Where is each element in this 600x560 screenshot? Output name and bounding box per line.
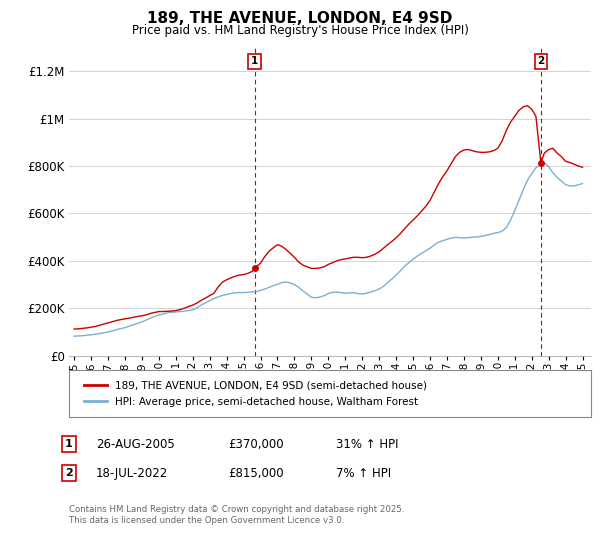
- Text: £815,000: £815,000: [228, 466, 284, 480]
- Text: Contains HM Land Registry data © Crown copyright and database right 2025.
This d: Contains HM Land Registry data © Crown c…: [69, 505, 404, 525]
- Text: 7% ↑ HPI: 7% ↑ HPI: [336, 466, 391, 480]
- Text: 31% ↑ HPI: 31% ↑ HPI: [336, 437, 398, 451]
- Text: 18-JUL-2022: 18-JUL-2022: [96, 466, 168, 480]
- Text: 2: 2: [65, 468, 73, 478]
- Text: 2: 2: [537, 57, 544, 67]
- Text: 189, THE AVENUE, LONDON, E4 9SD: 189, THE AVENUE, LONDON, E4 9SD: [148, 11, 452, 26]
- Legend: 189, THE AVENUE, LONDON, E4 9SD (semi-detached house), HPI: Average price, semi-: 189, THE AVENUE, LONDON, E4 9SD (semi-de…: [79, 376, 431, 410]
- Text: 1: 1: [65, 439, 73, 449]
- Text: 1: 1: [251, 57, 258, 67]
- Text: £370,000: £370,000: [228, 437, 284, 451]
- Text: 26-AUG-2005: 26-AUG-2005: [96, 437, 175, 451]
- Text: Price paid vs. HM Land Registry's House Price Index (HPI): Price paid vs. HM Land Registry's House …: [131, 24, 469, 36]
